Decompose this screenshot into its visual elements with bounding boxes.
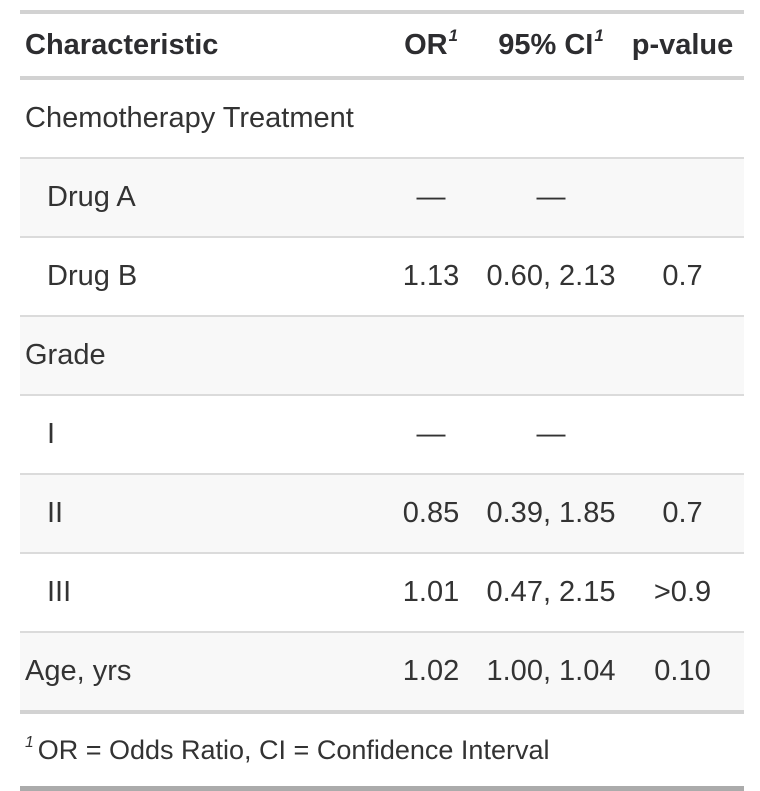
- table-body: Chemotherapy Treatment Drug A — — Drug B…: [20, 78, 744, 712]
- p-value: 0.10: [621, 631, 744, 712]
- p-value: 0.7: [621, 473, 744, 553]
- column-header-ci: 95% CI1: [481, 12, 621, 80]
- p-value-header-label: p-value: [631, 29, 734, 61]
- p-value: >0.9: [621, 552, 744, 632]
- or-value: —: [381, 394, 481, 474]
- table-row-drug-b: Drug B 1.13 0.60, 2.13 0.7: [20, 236, 744, 316]
- or-value: 1.01: [381, 552, 481, 632]
- footnote-text: OR = Odds Ratio, CI = Confidence Interva…: [37, 735, 550, 765]
- column-header-p-value: p-value: [621, 12, 744, 80]
- header-row: Characteristic OR1 95% CI1 p-value: [20, 12, 744, 80]
- ci-value: 1.00, 1.04: [481, 631, 621, 712]
- row-label: III: [20, 552, 381, 632]
- or-value: —: [381, 157, 481, 237]
- table-header: Characteristic OR1 95% CI1 p-value: [20, 12, 744, 80]
- footnote-marker: 1: [25, 733, 34, 751]
- table-row-group-grade: Grade: [20, 315, 744, 395]
- row-label: Grade: [20, 315, 381, 395]
- or-value: 0.85: [381, 473, 481, 553]
- ci-value: —: [481, 157, 621, 237]
- footnote: 1 OR = Odds Ratio, CI = Confidence Interv…: [20, 710, 744, 789]
- row-label: Drug B: [20, 236, 381, 316]
- table-row-group-chemotherapy: Chemotherapy Treatment: [20, 78, 744, 158]
- ci-value: [481, 78, 621, 158]
- characteristic-header-label: Characteristic: [25, 29, 219, 61]
- p-value: 0.7: [621, 236, 744, 316]
- footnote-row: 1 OR = Odds Ratio, CI = Confidence Interv…: [20, 710, 744, 789]
- table-row-grade-3: III 1.01 0.47, 2.15 >0.9: [20, 552, 744, 632]
- ci-value: 0.47, 2.15: [481, 552, 621, 632]
- or-value: 1.13: [381, 236, 481, 316]
- column-header-or: OR1: [381, 12, 481, 80]
- p-value: [621, 315, 744, 395]
- ci-value: [481, 315, 621, 395]
- table-row-grade-1: I — —: [20, 394, 744, 474]
- p-value: [621, 157, 744, 237]
- row-label: Drug A: [20, 157, 381, 237]
- or-value: [381, 78, 481, 158]
- ci-value: 0.60, 2.13: [481, 236, 621, 316]
- regression-summary-table: Characteristic OR1 95% CI1 p-value Chemo…: [20, 10, 744, 791]
- ci-header-label: 95% CI: [498, 29, 594, 61]
- or-value: 1.02: [381, 631, 481, 712]
- table-row-grade-2: II 0.85 0.39, 1.85 0.7: [20, 473, 744, 553]
- table-footer: 1 OR = Odds Ratio, CI = Confidence Interv…: [20, 710, 744, 789]
- ci-footnote-marker: 1: [594, 25, 604, 45]
- or-footnote-marker: 1: [448, 25, 458, 45]
- row-label: I: [20, 394, 381, 474]
- row-label: Chemotherapy Treatment: [25, 102, 354, 134]
- ci-value: —: [481, 394, 621, 474]
- ci-value: 0.39, 1.85: [481, 473, 621, 553]
- or-header-label: OR: [404, 29, 448, 61]
- p-value: [621, 78, 744, 158]
- table-row-drug-a: Drug A — —: [20, 157, 744, 237]
- or-value: [381, 315, 481, 395]
- row-label: II: [20, 473, 381, 553]
- table-row-age: Age, yrs 1.02 1.00, 1.04 0.10: [20, 631, 744, 712]
- column-header-characteristic: Characteristic: [20, 12, 381, 80]
- p-value: [621, 394, 744, 474]
- row-label: Age, yrs: [20, 631, 381, 712]
